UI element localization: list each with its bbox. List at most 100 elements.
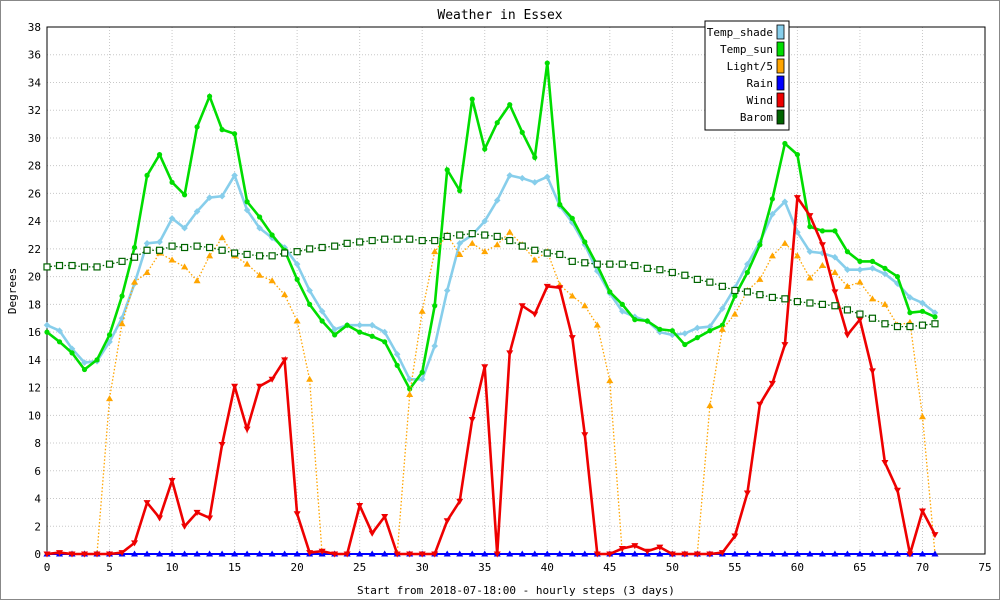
data-point (543, 550, 551, 557)
y-tick-label: 2 (34, 520, 41, 533)
data-point (506, 228, 514, 235)
data-point (831, 302, 839, 310)
x-tick-label: 70 (916, 561, 929, 574)
data-point (931, 532, 939, 539)
data-point (643, 548, 651, 555)
data-point (406, 391, 414, 398)
data-point (94, 357, 100, 363)
x-tick-label: 15 (228, 561, 241, 574)
data-point (668, 551, 676, 558)
data-point (181, 224, 188, 232)
data-point (168, 215, 176, 222)
data-point (394, 362, 400, 368)
data-point (506, 350, 514, 357)
data-point (43, 321, 51, 329)
data-point (193, 277, 201, 284)
legend-swatch (776, 109, 785, 125)
data-point (781, 550, 789, 557)
data-point (406, 375, 413, 383)
x-tick-label: 20 (291, 561, 304, 574)
data-point (569, 215, 575, 221)
data-point (56, 550, 64, 557)
data-point (407, 386, 413, 392)
data-point (456, 550, 464, 557)
data-point (243, 250, 251, 259)
data-point (856, 317, 864, 324)
data-point (607, 289, 613, 295)
data-point (819, 228, 826, 234)
data-point (756, 275, 764, 282)
data-point (80, 263, 89, 271)
data-point (619, 308, 626, 315)
series-line (46, 62, 936, 392)
data-point (381, 235, 389, 243)
data-point (681, 271, 689, 279)
data-point (131, 244, 138, 251)
data-point (806, 248, 814, 255)
data-point (419, 369, 425, 375)
data-point (281, 357, 289, 364)
x-tick-label: 55 (728, 561, 741, 574)
data-point (531, 179, 539, 186)
data-point (356, 502, 364, 509)
data-point (931, 550, 939, 557)
data-point (856, 310, 864, 318)
x-tick-label: 35 (478, 561, 491, 574)
data-point (231, 383, 239, 390)
series-layer (43, 60, 939, 558)
data-point (782, 140, 788, 147)
data-point (168, 256, 176, 263)
y-tick-label: 36 (28, 49, 41, 62)
data-point (118, 314, 126, 322)
data-point (531, 311, 539, 318)
data-point (643, 264, 651, 272)
data-point (81, 551, 89, 558)
data-point (218, 234, 226, 241)
data-point (382, 339, 388, 345)
data-point (493, 241, 501, 248)
data-point (843, 282, 851, 289)
series-temp-sun (44, 60, 938, 392)
data-point (857, 258, 863, 264)
data-point (718, 282, 726, 290)
data-point (418, 236, 426, 245)
data-point (493, 551, 501, 558)
data-point (693, 275, 701, 284)
x-tick-label: 0 (44, 561, 51, 574)
data-point (807, 224, 813, 230)
data-point (106, 332, 113, 338)
data-point (318, 548, 326, 555)
data-point (456, 250, 464, 257)
data-point (143, 500, 151, 507)
data-point (168, 242, 176, 250)
y-tick-label: 32 (28, 104, 41, 117)
data-point (231, 249, 239, 257)
data-point (206, 194, 213, 201)
data-point (218, 550, 226, 557)
data-point (506, 236, 514, 245)
data-point (682, 341, 688, 348)
data-point (756, 291, 764, 299)
data-point (657, 326, 663, 332)
x-axis-label: Start from 2018-07-18:00 - hourly steps … (357, 584, 675, 597)
data-point (768, 380, 776, 387)
data-point (818, 300, 827, 308)
y-tick-label: 12 (28, 382, 41, 395)
data-point (482, 146, 488, 152)
data-point (331, 242, 339, 250)
y-tick-label: 6 (34, 465, 41, 478)
data-point (707, 328, 713, 334)
data-point (868, 550, 876, 557)
data-point (793, 550, 801, 557)
data-point (281, 550, 289, 557)
data-point (781, 342, 789, 349)
data-point (632, 317, 638, 323)
data-point (756, 550, 764, 557)
chart-title: Weather in Essex (437, 8, 562, 23)
data-point (143, 550, 151, 557)
data-point (556, 285, 564, 292)
data-point (856, 278, 864, 285)
data-point (893, 322, 902, 331)
data-point (369, 333, 375, 339)
